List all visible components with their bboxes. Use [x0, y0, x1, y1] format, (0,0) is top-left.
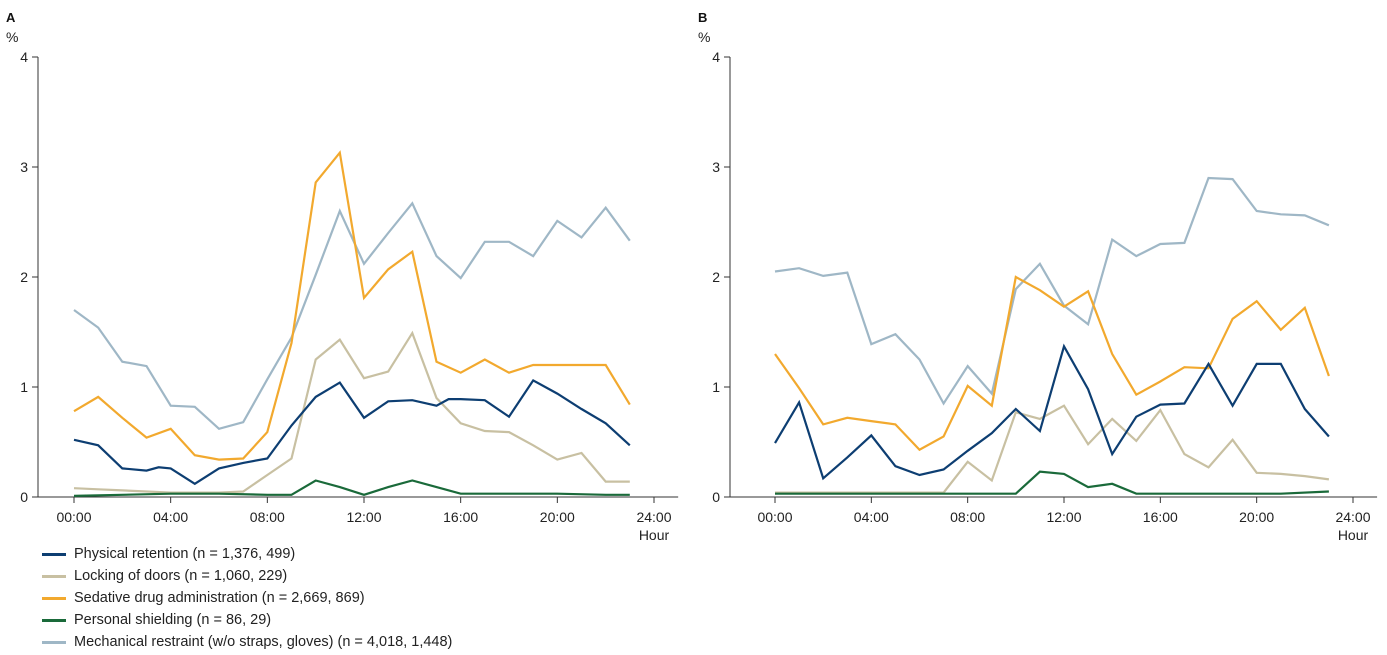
y-tick-label: 2: [712, 269, 720, 285]
chart-panel-b: B% 0 1 2 3 4 00:00 04:00 08:00 12:00 16:00 20:00 24:…: [698, 10, 1378, 540]
legend-item: Locking of doors (n = 1,060, 229): [42, 565, 452, 587]
legend-item: Physical retention (n = 1,376, 499): [42, 543, 452, 565]
legend-item: Sedative drug administration (n = 2,669,…: [42, 587, 452, 609]
y-tick-label: 1: [712, 379, 720, 395]
legend-item: Mechanical restraint (w/o straps, gloves…: [42, 631, 452, 653]
y-tick-label: 0: [20, 489, 28, 505]
x-tick-label: 04:00: [153, 509, 188, 525]
series-line-2: [73, 150, 631, 461]
x-tick-label: 20:00: [1239, 509, 1274, 525]
legend-swatch: [42, 574, 66, 578]
legend-label: Sedative drug administration (n = 2,669,…: [74, 590, 365, 606]
legend-label: Physical retention (n = 1,376, 499): [74, 546, 296, 562]
legend-label: Locking of doors (n = 1,060, 229): [74, 568, 288, 584]
panel-label: A: [6, 10, 16, 25]
x-tick-label: 08:00: [950, 509, 985, 525]
legend-label: Personal shielding (n = 86, 29): [74, 612, 272, 628]
x-tick-label: 16:00: [443, 509, 478, 525]
series-line-3: [73, 378, 631, 486]
series-line-4: [775, 470, 1329, 495]
series-line-0: [774, 176, 1330, 406]
x-tick-label: 12:00: [346, 509, 381, 525]
x-tick-label: 04:00: [854, 509, 889, 525]
x-tick-label: 00:00: [56, 509, 91, 525]
y-tick-label: 3: [20, 159, 28, 175]
series-line-4: [73, 479, 630, 497]
x-tick-label: 24:00: [1335, 509, 1370, 525]
x-tick-label: 12:00: [1046, 509, 1081, 525]
series-line-2: [774, 275, 1330, 452]
y-tick-label: 4: [20, 49, 28, 65]
x-tick-label: 16:00: [1143, 509, 1178, 525]
series-line-1: [73, 330, 630, 494]
x-axis-label: Hour: [1338, 527, 1369, 540]
y-tick-label: 0: [712, 489, 720, 505]
y-tick-label: 1: [20, 379, 28, 395]
x-tick-label: 08:00: [250, 509, 285, 525]
y-axis-label: %: [698, 29, 710, 45]
panel-label: B: [698, 10, 707, 25]
x-tick-label: 24:00: [636, 509, 671, 525]
chart-panel-a: A% 0 1 2 3 4 00:00 04:00 08:00 12:00 16:00 20:00 24:…: [6, 10, 679, 540]
legend-swatch: [42, 552, 66, 556]
y-tick-label: 4: [712, 49, 720, 65]
legend-swatch: [42, 596, 66, 600]
x-tick-label: 00:00: [757, 509, 792, 525]
series-line-3: [774, 343, 1330, 481]
legend-label: Mechanical restraint (w/o straps, gloves…: [74, 634, 453, 650]
chart-figure: A% 0 1 2 3 4 00:00 04:00 08:00 12:00 16:00 20:00 24:…: [6, 10, 1378, 540]
series-line-0: [73, 201, 631, 431]
legend-item: Personal shielding (n = 86, 29): [42, 609, 452, 631]
y-axis-label: %: [6, 29, 18, 45]
y-tick-label: 2: [20, 269, 28, 285]
chart-legend: Physical retention (n = 1,376, 499) Locki…: [42, 543, 452, 653]
legend-swatch: [42, 640, 66, 644]
x-axis-label: Hour: [639, 527, 670, 540]
legend-swatch: [42, 618, 66, 622]
x-tick-label: 20:00: [540, 509, 575, 525]
y-tick-label: 3: [712, 159, 720, 175]
